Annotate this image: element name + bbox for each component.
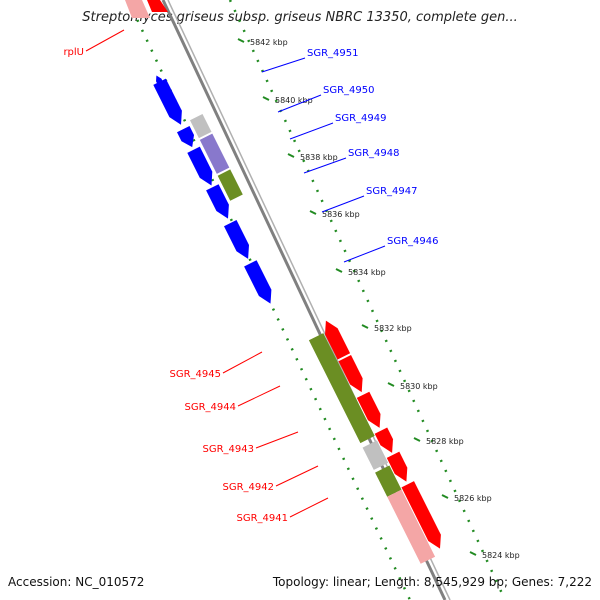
leader-line [85, 29, 125, 52]
tick-mark [309, 210, 317, 215]
gene-feature-16 [356, 391, 381, 428]
leader-line [237, 385, 281, 407]
gene-feature-10 [308, 333, 375, 444]
tick-mark [413, 437, 421, 442]
gene-feature-18 [386, 451, 408, 482]
gene-label: SGR_4951 [307, 48, 359, 59]
tick-label: 5836 kbp [322, 210, 360, 219]
gene-feature-2 [177, 126, 194, 148]
gene-feature-19 [401, 481, 441, 549]
gene-feature-8 [199, 133, 230, 174]
tick-mark [287, 153, 295, 158]
tick-label: 5842 kbp [250, 38, 288, 47]
tick-labels: 5842 kbp 5840 kbp 5838 kbp 5836 kbp 5834 kbp… [237, 38, 520, 560]
gene-label: SGR_4947 [366, 186, 418, 197]
gene-label: SGR_4950 [323, 85, 375, 96]
accession-text: Accession: NC_010572 [8, 575, 145, 589]
gene-label: rplU [63, 47, 84, 58]
leader-line [289, 497, 329, 518]
gene-feature-15 [338, 355, 363, 393]
leader-line [222, 351, 263, 374]
gene-feature-9 [217, 169, 243, 201]
tick-label: 5830 kbp [400, 382, 438, 391]
tick-mark [441, 494, 449, 499]
gene-features [125, 0, 441, 564]
gene-label: SGR_4945 [170, 369, 222, 380]
tick-mark [361, 324, 369, 329]
leader-line [303, 157, 347, 174]
gene-feature-5 [224, 220, 249, 259]
leader-line [343, 245, 386, 263]
gene-feature-13 [387, 489, 436, 564]
gene-feature-12 [375, 465, 402, 497]
leader-line [255, 431, 299, 449]
gene-feature-rplU-red [147, 0, 168, 12]
gene-feature-3 [187, 146, 213, 186]
tick-mark [335, 268, 343, 273]
gene-feature-17 [374, 427, 393, 453]
gene-feature-7 [190, 114, 212, 139]
gene-label: SGR_4946 [387, 236, 439, 247]
gene-label: SGR_4941 [237, 513, 289, 524]
leader-line [321, 195, 365, 213]
genome-stats-text: Topology: linear; Length: 8,545,929 bp; … [272, 575, 592, 589]
tick-mark [262, 96, 270, 101]
map-title: Streptomyces griseus subsp. griseus NBRC… [82, 10, 518, 25]
tick-mark [469, 551, 477, 556]
tick-label: 5826 kbp [454, 494, 492, 503]
tick-label: 5840 kbp [275, 96, 313, 105]
gene-label: SGR_4942 [223, 482, 275, 493]
dotted-guide-right [228, 0, 507, 600]
gene-labels: SGR_4951 SGR_4950 SGR_4949 SGR_4948 SGR_4947… [63, 29, 439, 524]
leader-line [277, 94, 322, 113]
gene-feature-11 [362, 440, 389, 470]
tick-label: 5828 kbp [426, 437, 464, 446]
leader-line [275, 465, 319, 487]
gene-label: SGR_4949 [335, 113, 387, 124]
tick-label: 5824 kbp [482, 551, 520, 560]
tick-label: 5838 kbp [300, 153, 338, 162]
tick-mark [387, 382, 395, 387]
gene-label: SGR_4948 [348, 148, 400, 159]
tick-label: 5834 kbp [348, 268, 386, 277]
tick-mark [237, 38, 245, 43]
dotted-guides [126, 0, 507, 600]
gene-feature-6 [244, 260, 272, 304]
gene-feature-1 [153, 78, 182, 125]
gene-label: SGR_4943 [203, 444, 255, 455]
leader-line [289, 122, 334, 140]
leader-line [261, 57, 306, 73]
gene-feature-14 [325, 320, 351, 360]
gene-label: SGR_4944 [185, 402, 237, 413]
gene-feature-4 [206, 184, 229, 219]
tick-label: 5832 kbp [374, 324, 412, 333]
gene-feature-rplU-pink [125, 0, 150, 18]
